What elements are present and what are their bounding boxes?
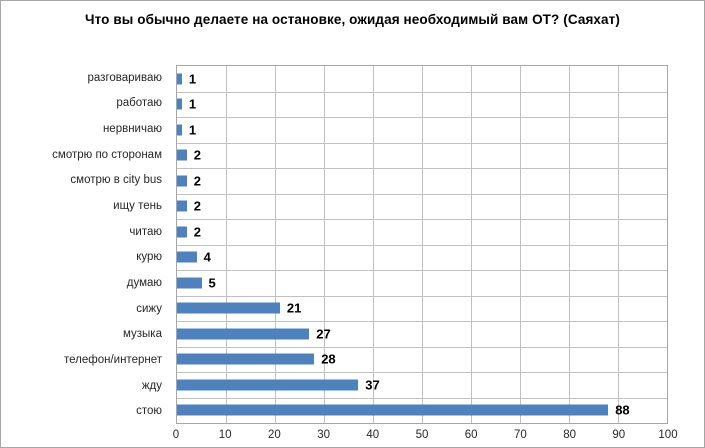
horizontal-gridline xyxy=(177,295,667,297)
category-axis-labels: разговариваю работаю нервничаю смотрю по ст… xyxy=(1,65,169,424)
chart-title: Что вы обычно делаете на остановке, ожид… xyxy=(85,12,620,27)
bar-row: 1 xyxy=(177,117,667,143)
bar-row: 21 xyxy=(177,296,667,322)
data-label: 37 xyxy=(365,377,380,393)
data-label: 4 xyxy=(203,249,211,265)
bar xyxy=(177,277,202,289)
bar-row: 27 xyxy=(177,321,667,347)
bar-row: 1 xyxy=(177,66,667,92)
horizontal-gridline xyxy=(177,244,667,246)
bar xyxy=(177,404,609,416)
bar-row: 2 xyxy=(177,143,667,169)
x-axis-tick-label: 30 xyxy=(317,429,330,441)
plot-area: 1 1 1 2 2 2 2 4 5 21 27 28 37 88 xyxy=(176,65,668,424)
bar-row: 2 xyxy=(177,219,667,245)
data-label: 1 xyxy=(188,71,197,87)
bar-row: 88 xyxy=(177,398,667,424)
data-label: 5 xyxy=(208,275,216,291)
category-label: читаю xyxy=(129,225,162,238)
gridlines xyxy=(177,66,667,423)
x-axis-tick-label: 10 xyxy=(218,429,232,441)
bar-row: 37 xyxy=(177,372,667,398)
bar xyxy=(177,226,187,238)
x-axis-tick-label: 40 xyxy=(366,429,380,441)
category-label: думаю xyxy=(126,276,162,289)
horizontal-gridline xyxy=(177,168,667,169)
bar-row: 2 xyxy=(177,168,667,194)
value-axis: 0 10 20 30 40 50 60 70 80 90 100 xyxy=(172,429,678,445)
data-label: 2 xyxy=(193,147,202,163)
bar xyxy=(177,379,359,391)
horizontal-gridline xyxy=(177,117,667,118)
category-label: разговариваю xyxy=(87,71,162,84)
bar-row: 28 xyxy=(177,347,667,373)
category-label: ищу тень xyxy=(113,200,162,213)
bar xyxy=(177,98,182,110)
x-axis-tick-label: 0 xyxy=(172,429,180,441)
horizontal-gridline xyxy=(177,372,667,373)
bar xyxy=(177,200,187,212)
category-label: телефон/интернет xyxy=(64,353,162,366)
bar xyxy=(177,149,187,161)
bar-row: 2 xyxy=(177,194,667,220)
x-axis-tick-label: 80 xyxy=(563,429,576,441)
data-label: 1 xyxy=(188,122,197,138)
horizontal-gridline xyxy=(177,397,667,399)
category-label: жду xyxy=(141,379,162,392)
bar xyxy=(177,251,197,263)
bar-row: 1 xyxy=(177,92,667,118)
bar-row: 5 xyxy=(177,270,667,296)
data-label: 2 xyxy=(193,173,202,189)
data-label: 88 xyxy=(615,402,630,418)
data-label: 21 xyxy=(286,300,302,316)
horizontal-gridline xyxy=(177,219,667,220)
bar xyxy=(177,353,315,365)
data-label: 2 xyxy=(193,224,202,240)
horizontal-gridline xyxy=(177,270,667,271)
category-label: музыка xyxy=(122,328,162,341)
data-label: 27 xyxy=(316,326,331,342)
category-label: работаю xyxy=(116,97,162,110)
bar xyxy=(177,175,187,187)
x-axis-tick-label: 90 xyxy=(612,429,626,441)
data-label: 28 xyxy=(321,351,336,367)
bar xyxy=(177,73,182,85)
bar-series: 1 1 1 2 2 2 2 4 5 21 27 28 37 88 xyxy=(177,66,667,423)
category-label: смотрю по сторонам xyxy=(52,148,162,161)
category-label: курю xyxy=(136,251,162,264)
category-label: стою xyxy=(136,405,162,418)
category-label: сижу xyxy=(136,302,162,315)
bar xyxy=(177,328,310,340)
x-axis-tick-label: 50 xyxy=(415,429,429,441)
x-axis-tick-label: 100 xyxy=(658,429,678,441)
data-label: 2 xyxy=(193,198,202,214)
horizontal-gridline xyxy=(177,193,667,195)
x-axis-tick-label: 20 xyxy=(267,429,281,441)
category-label: смотрю в city bus xyxy=(70,174,162,187)
bar xyxy=(177,124,182,136)
bar-row: 4 xyxy=(177,245,667,271)
data-label: 1 xyxy=(188,96,197,112)
category-label: нервничаю xyxy=(102,123,162,136)
x-axis-tick-label: 60 xyxy=(464,429,478,441)
horizontal-gridline xyxy=(177,91,667,93)
horizontal-gridline xyxy=(177,142,667,144)
horizontal-gridline xyxy=(177,346,667,348)
horizontal-gridline xyxy=(177,321,667,322)
x-axis-tick-label: 70 xyxy=(513,429,527,441)
bar xyxy=(177,302,280,314)
